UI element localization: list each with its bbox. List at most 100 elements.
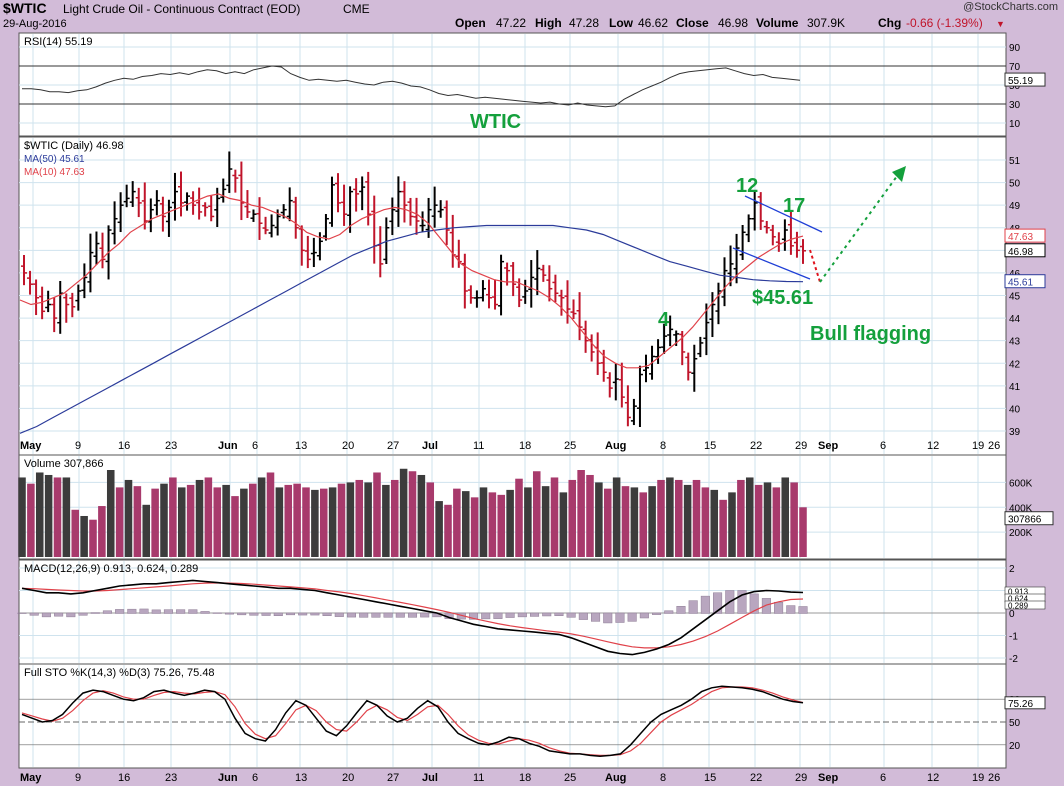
rsi-tick-label: 10 [1009, 119, 1021, 130]
price-bar [510, 262, 517, 297]
price-bar [341, 184, 348, 226]
volume-bar [781, 477, 790, 557]
volume-bar [515, 478, 523, 557]
chg-down-icon: ▼ [996, 19, 1005, 29]
price-bar [184, 192, 191, 211]
sto-last-box [1004, 696, 1046, 710]
volume-bar [382, 484, 390, 557]
x-tick-label-price: Jul [422, 440, 438, 452]
volume-bar [719, 499, 727, 557]
price-bar [298, 225, 305, 266]
volume-bar [284, 484, 293, 557]
volume-bar [799, 507, 807, 557]
macd-tick-label: -2 [1009, 654, 1018, 665]
price-bar [739, 225, 746, 260]
price-bar [123, 184, 130, 208]
x-tick-label-price: 27 [387, 440, 399, 452]
volume-bar [390, 479, 399, 557]
wave-label-4: 4 [658, 309, 670, 331]
macd-histogram-bar [310, 612, 320, 616]
macd-histogram-bar [371, 612, 381, 618]
price-bar [27, 270, 34, 295]
macd-histogram-bar [591, 612, 601, 622]
price-tick-label: 50 [1009, 179, 1021, 190]
volume-bar [257, 477, 266, 557]
open-value: 47.22 [496, 16, 526, 30]
x-tick-label-price: 29 [795, 440, 807, 452]
volume-bar [701, 487, 710, 557]
x-tick-label-price: May [20, 440, 42, 452]
price-bar [528, 260, 535, 308]
instrument-name: Light Crude Oil - Continuous Contract (E… [63, 2, 300, 16]
volume-bar [648, 486, 656, 557]
flag-upper-line [744, 195, 823, 233]
rsi-tick-label: 90 [1009, 43, 1021, 54]
price-legend: $WTIC (Daily) 46.98 [24, 140, 124, 152]
close-label: Close [676, 16, 709, 30]
price-tick-label: 51 [1009, 156, 1021, 167]
x-tick-label-price: 13 [295, 440, 307, 452]
quote-bar: Open 47.22 High 47.28 Low 46.62 Close 46… [455, 16, 1005, 30]
volume-bar [612, 477, 621, 557]
volume-bar [133, 486, 142, 557]
macd-line [21, 579, 804, 656]
ma50-last-label: 45.61 [1008, 278, 1033, 289]
price-bar [129, 181, 136, 207]
x-tick-label-price: 6 [880, 440, 886, 452]
volume-bar [772, 487, 781, 557]
x-tick-label-bottom: 18 [519, 772, 531, 784]
price-bar [431, 186, 438, 228]
volume-bar [577, 470, 585, 557]
price-bar [630, 398, 637, 426]
price-bar [51, 297, 58, 333]
macd-histogram-bar [517, 612, 527, 618]
volume-bar [142, 504, 151, 557]
macd-histogram-bar [566, 612, 576, 618]
pattern-label: Bull flagging [810, 323, 931, 345]
x-tick-label-bottom: 22 [750, 772, 762, 784]
x-tick-label-price: 20 [342, 440, 354, 452]
price-bar [389, 197, 396, 236]
axis-layer: May May 9 9 16 16 23 23 Jun Jun 6 6 13 13 20 20 27 27 Jul J… [20, 440, 1000, 784]
volume-bar [745, 477, 754, 557]
macd-histogram-bar [420, 612, 430, 618]
volume-bar [728, 492, 736, 557]
macd-histogram-bar [383, 612, 393, 618]
x-tick-label-bottom: 11 [473, 772, 484, 784]
volume-bar [35, 472, 44, 557]
x-tick-label-bottom: 29 [795, 772, 807, 784]
volume-bar [44, 474, 53, 557]
volume-bar [106, 470, 115, 557]
price-bar [479, 280, 486, 302]
price-tick-label: 45 [1009, 292, 1021, 303]
volume-bar [302, 487, 310, 557]
macd-histogram-bar [78, 612, 88, 616]
volume-bar [18, 477, 26, 557]
close-value: 46.98 [718, 16, 748, 30]
volume-last-label: 307866 [1008, 515, 1042, 526]
price-bar [335, 173, 342, 213]
price-bar [256, 197, 263, 240]
price-bar [618, 362, 625, 408]
macd-histogram-bar [334, 612, 344, 617]
volume-bar [115, 487, 124, 557]
x-tick-label-bottom: 6 [252, 772, 258, 784]
macd-histogram-bar [578, 612, 588, 620]
macd-histogram-bar [737, 590, 747, 614]
volume-bar [639, 492, 648, 557]
price-bar [250, 209, 257, 222]
volume-bar [586, 474, 594, 557]
volume-bar [683, 484, 692, 557]
price-bar [93, 231, 100, 265]
macd-histogram-bar [615, 612, 625, 623]
ma50-last-label-box [1004, 274, 1046, 289]
x-tick-label-price: 11 [473, 440, 484, 452]
macd-histogram-bar [359, 612, 369, 618]
macd-histogram-bar [554, 612, 564, 616]
macd-histogram-bar [627, 612, 637, 622]
price-bar [347, 186, 354, 233]
price-bar [153, 190, 160, 216]
volume-bar [213, 487, 222, 557]
volume-last-box [1004, 511, 1054, 526]
